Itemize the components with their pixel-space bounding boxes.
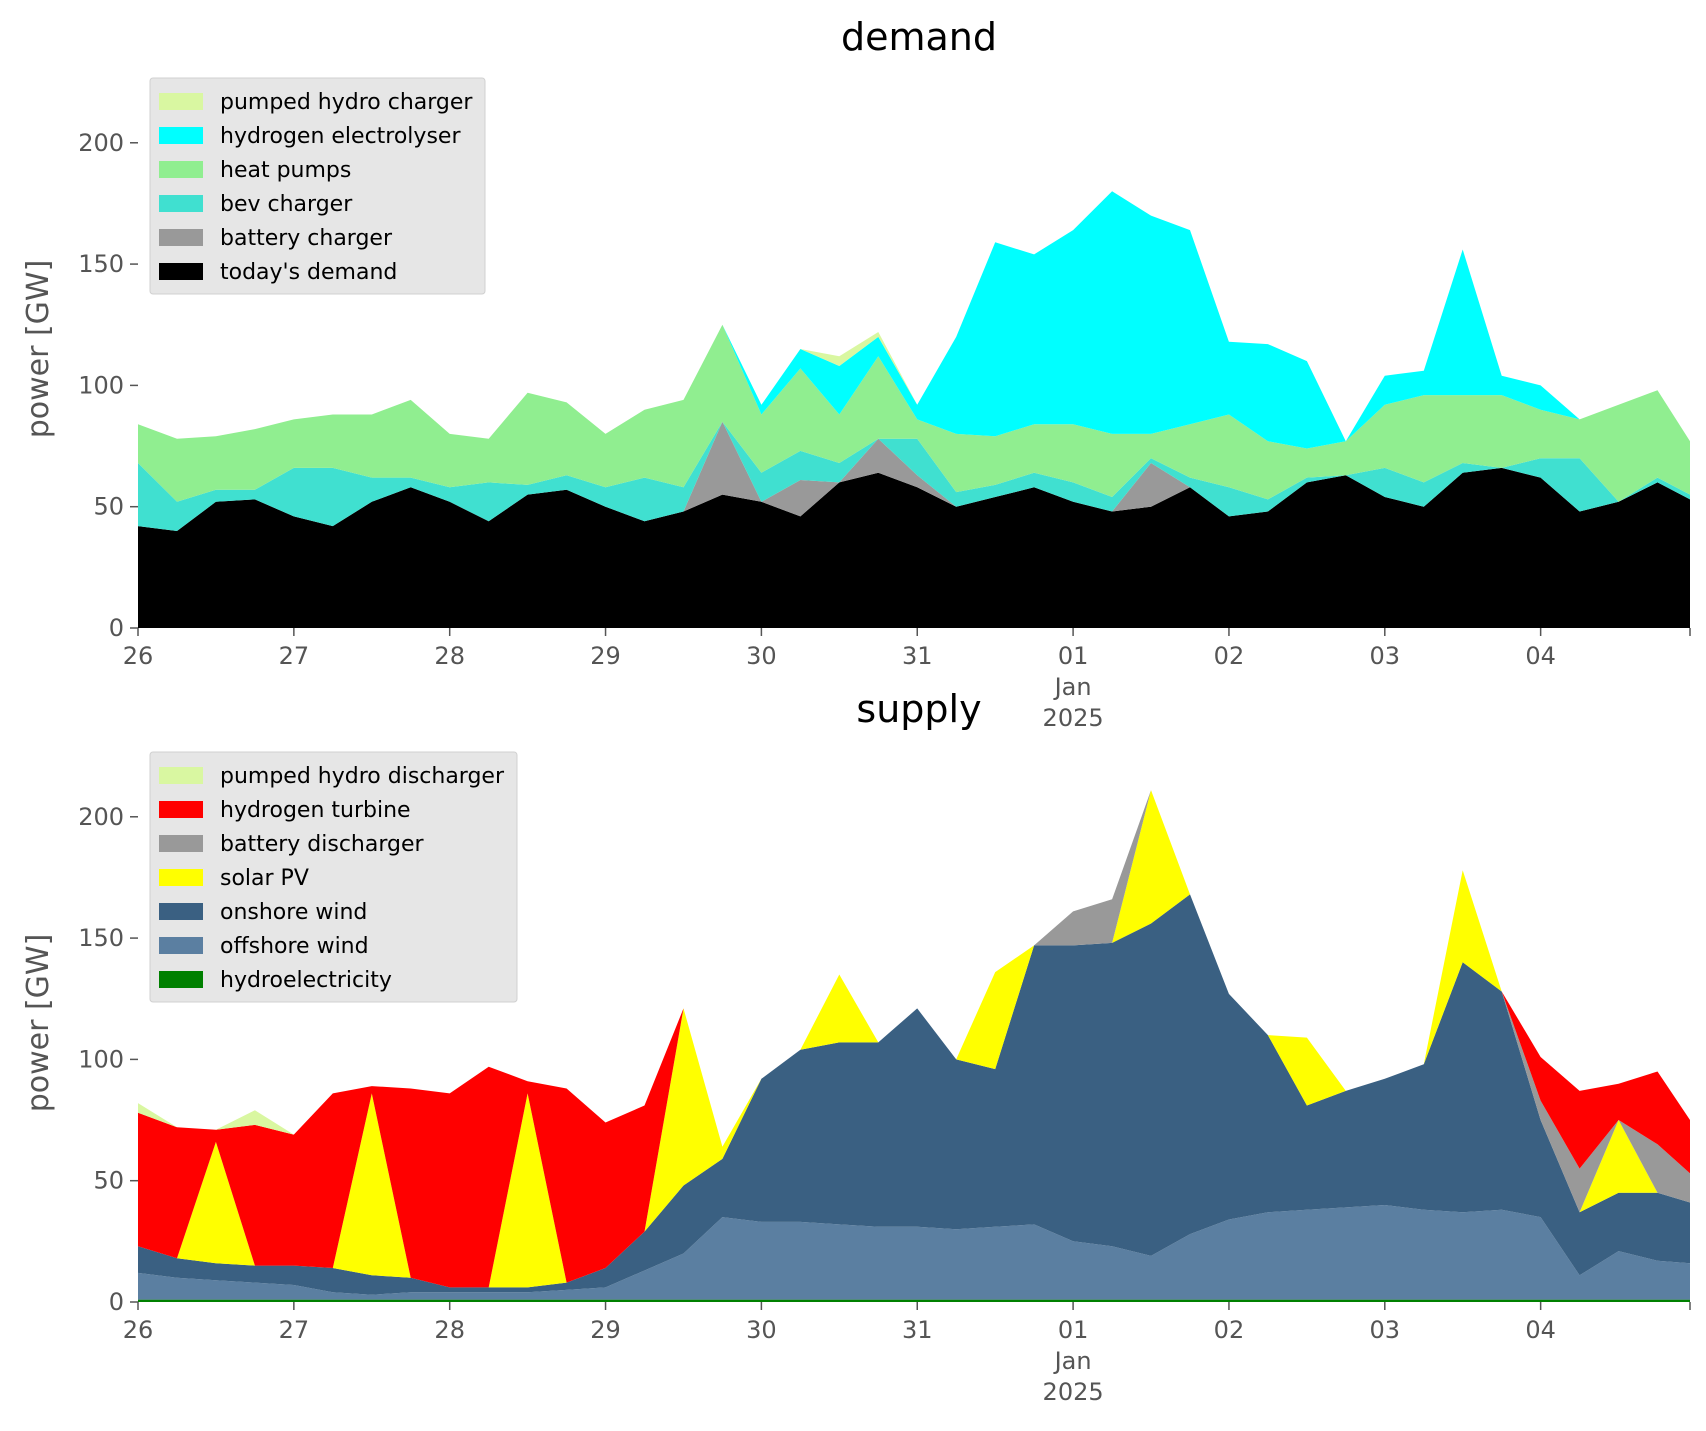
- x-tick-label: 30: [746, 1316, 777, 1344]
- x-tick-label: 26: [123, 642, 154, 670]
- legend-swatch-battery-discharger: [159, 835, 203, 852]
- legend-label-hydroelectricity: hydroelectricity: [220, 968, 392, 993]
- x-tick-label: 27: [279, 642, 310, 670]
- y-tick-label: 150: [78, 250, 124, 278]
- legend-swatch-hydroelectricity: [159, 971, 203, 988]
- chart-title: demand: [841, 15, 997, 59]
- chart-title: supply: [856, 687, 981, 731]
- x-tick-label: 04: [1525, 1316, 1556, 1344]
- area-solar-pv: [138, 790, 1690, 1288]
- area-hydroelectricity: [138, 1299, 1690, 1302]
- legend-label-offshore-wind: offshore wind: [220, 934, 369, 959]
- x-tick-label: 01: [1058, 642, 1089, 670]
- legend-swatch-hydrogen-turbine: [159, 801, 203, 818]
- y-tick-label: 50: [93, 1167, 124, 1195]
- y-tick-label: 0: [109, 614, 124, 642]
- legend-label-solar-pv: solar PV: [220, 866, 309, 891]
- legend-label-onshore-wind: onshore wind: [220, 900, 367, 925]
- y-tick-label: 100: [78, 371, 124, 399]
- x-tick-label: 02: [1214, 1316, 1245, 1344]
- y-axis: 0 50 100 150 200: [78, 803, 138, 1316]
- x-tick-label: 27: [279, 1316, 310, 1344]
- legend-swatch-today-s-demand: [159, 263, 203, 280]
- legend-swatch-bev-charger: [159, 195, 203, 212]
- legend-swatch-pumped-hydro-discharger: [159, 767, 203, 784]
- y-tick-label: 100: [78, 1045, 124, 1073]
- area-layers: [138, 191, 1690, 628]
- supply-chart: supply 0 50 100 150 200 power [GW] 26 27 28 29 30 31…: [21, 687, 1691, 1406]
- x-tick-label: 26: [123, 1316, 154, 1344]
- x-tick-label: 31: [902, 1316, 933, 1344]
- x-tick-label: 03: [1370, 1316, 1401, 1344]
- x-tick-label: 28: [434, 642, 465, 670]
- legend-label-heat-pumps: heat pumps: [220, 158, 351, 183]
- legend-swatch-heat-pumps: [159, 161, 203, 178]
- legend-swatch-offshore-wind: [159, 937, 203, 954]
- x-tick-sublabel-year: 2025: [1043, 1378, 1104, 1406]
- legend-swatch-onshore-wind: [159, 903, 203, 920]
- x-tick-sublabel-month: Jan: [1053, 1347, 1092, 1375]
- legend-swatch-hydrogen-electrolyser: [159, 127, 203, 144]
- x-tick-label: 28: [434, 1316, 465, 1344]
- y-axis-label: power [GW]: [21, 934, 56, 1113]
- x-tick-label: 29: [590, 642, 621, 670]
- x-axis: 26 27 28 29 30 31 01 Jan 2025 02 03 04: [123, 628, 1691, 732]
- legend-label-battery-charger: battery charger: [220, 226, 393, 251]
- x-axis: 26 27 28 29 30 31 01 Jan 2025 02 03 04: [123, 1302, 1691, 1406]
- legend-box: [149, 77, 486, 295]
- y-axis-label: power [GW]: [21, 260, 56, 439]
- legend-label-battery-discharger: battery discharger: [220, 832, 425, 857]
- y-tick-label: 200: [78, 803, 124, 831]
- legend-label-today-s-demand: today's demand: [220, 260, 397, 285]
- y-tick-label: 150: [78, 924, 124, 952]
- x-tick-label: 02: [1214, 642, 1245, 670]
- legend-label-hydrogen-electrolyser: hydrogen electrolyser: [220, 124, 461, 149]
- area-today-s-demand: [138, 467, 1690, 628]
- y-tick-label: 0: [109, 1288, 124, 1316]
- x-tick-label: 01: [1058, 1316, 1089, 1344]
- area-layers: [138, 790, 1690, 1302]
- y-tick-label: 50: [93, 493, 124, 521]
- x-tick-sublabel-month: Jan: [1053, 673, 1092, 701]
- y-axis: 0 50 100 150 200: [78, 129, 138, 642]
- legend-label-pumped-hydro-charger: pumped hydro charger: [220, 90, 473, 115]
- x-tick-label: 29: [590, 1316, 621, 1344]
- area-hydrogen-electrolyser: [138, 191, 1690, 449]
- area-bev-charger: [138, 421, 1690, 531]
- demand-chart: demand 0 50 100 150 200 power [GW] 26 27 28 29 30 31…: [21, 15, 1691, 732]
- legend-swatch-solar-pv: [159, 869, 203, 886]
- area-hydrogen-turbine: [138, 790, 1690, 1288]
- area-heat-pumps: [138, 324, 1690, 502]
- legend-swatch-battery-charger: [159, 229, 203, 246]
- legend-label-pumped-hydro-discharger: pumped hydro discharger: [220, 764, 505, 789]
- y-tick-label: 200: [78, 129, 124, 157]
- x-tick-label: 31: [902, 642, 933, 670]
- legend: pumped hydro charger hydrogen electrolyse…: [149, 77, 486, 295]
- legend-label-bev-charger: bev charger: [220, 192, 353, 217]
- legend: pumped hydro discharger hydrogen turbine b…: [149, 751, 518, 1003]
- area-offshore-wind: [138, 1205, 1690, 1300]
- legend-box: [149, 751, 518, 1003]
- x-tick-label: 04: [1525, 642, 1556, 670]
- area-battery-charger: [138, 421, 1690, 531]
- x-tick-label: 30: [746, 642, 777, 670]
- x-tick-label: 03: [1370, 642, 1401, 670]
- x-tick-sublabel-year: 2025: [1043, 704, 1104, 732]
- legend-swatch-pumped-hydro-charger: [159, 93, 203, 110]
- area-onshore-wind: [138, 894, 1690, 1295]
- legend-label-hydrogen-turbine: hydrogen turbine: [220, 798, 411, 823]
